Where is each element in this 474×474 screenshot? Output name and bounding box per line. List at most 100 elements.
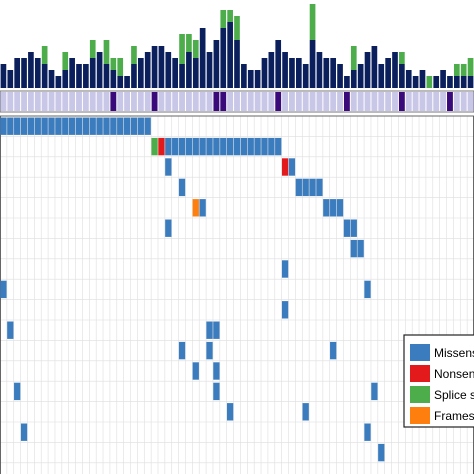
- track-cell: [323, 92, 330, 111]
- track-cell: [21, 92, 27, 111]
- mutation-cell-missense: [240, 137, 248, 156]
- mutation-cell-missense: [357, 239, 364, 258]
- mutation-cell-missense: [213, 137, 220, 156]
- burden-bar-green: [220, 10, 227, 28]
- burden-bar-dark: [275, 40, 282, 88]
- track-cell: [378, 92, 385, 111]
- burden-bar-green: [426, 76, 433, 88]
- mutation-cell-missense: [0, 280, 7, 299]
- burden-bar-dark: [289, 58, 295, 88]
- burden-bar-dark: [302, 64, 309, 88]
- burden-bar-dark: [309, 40, 316, 88]
- burden-bar-dark: [433, 76, 440, 88]
- legend-label-missense: Missense: [434, 346, 474, 360]
- mutation-cell-missense: [192, 362, 199, 380]
- burden-bar-dark: [213, 40, 220, 88]
- burden-bar-dark: [295, 58, 302, 88]
- burden-bar-dark: [41, 64, 48, 88]
- mutation-cell-missense: [192, 137, 199, 156]
- mutation-cell-missense: [20, 423, 28, 441]
- mutation-cell-missense: [68, 117, 76, 135]
- burden-bar-green: [131, 46, 137, 64]
- mutation-cell-missense: [82, 117, 90, 135]
- mutation-cell-missense: [281, 301, 289, 319]
- mutation-cell-missense: [14, 382, 21, 401]
- track-cell: [144, 92, 151, 111]
- mutation-cell-missense: [165, 158, 172, 176]
- mutation-cell-missense: [137, 117, 144, 135]
- legend-swatch-nonsense: [410, 365, 430, 382]
- burden-bar-dark: [0, 64, 7, 88]
- track-cell: [392, 92, 398, 111]
- mutation-cell-missense: [110, 117, 117, 135]
- burden-bar-dark: [412, 76, 419, 88]
- mutation-cell-missense: [48, 117, 55, 135]
- burden-bar-dark: [460, 76, 467, 88]
- burden-bar-dark: [453, 76, 460, 88]
- mutation-cell-missense: [350, 219, 357, 237]
- track-cell: [69, 92, 76, 111]
- mutation-cell-missense: [172, 137, 179, 156]
- track-cell: [405, 92, 412, 111]
- track-cell: [34, 92, 41, 111]
- legend-label-nonsense: Nonsense: [434, 367, 474, 381]
- track-cell: [309, 92, 316, 111]
- mutation-cell-missense: [0, 117, 7, 135]
- burden-bar-dark: [254, 70, 261, 88]
- track-cell: [76, 92, 82, 111]
- burden-bar-dark: [378, 64, 385, 88]
- track-cell: [247, 92, 254, 111]
- mutation-cell-missense: [144, 117, 151, 135]
- mutation-cell-missense: [130, 117, 138, 135]
- mutation-cell-missense: [55, 117, 62, 135]
- mutation-cell-missense: [178, 341, 186, 360]
- track-cell: [48, 92, 55, 111]
- track-cell: [295, 92, 302, 111]
- burden-bar-dark: [350, 70, 357, 88]
- track-cell-marked: [213, 92, 220, 111]
- burden-bar-green: [453, 64, 460, 76]
- burden-bar-dark: [55, 76, 62, 88]
- mutation-cell-missense: [206, 341, 213, 360]
- track-cell: [0, 92, 7, 111]
- burden-bar-dark: [385, 58, 391, 88]
- mutation-cell-missense: [378, 443, 385, 462]
- mutation-cell-missense: [330, 199, 337, 217]
- mutation-cell-frameshift: [192, 199, 199, 217]
- sample-annotation-track: [0, 90, 474, 113]
- burden-bar-dark: [83, 64, 89, 88]
- track-cell: [467, 92, 474, 111]
- grid-frame: [0, 115, 474, 474]
- burden-bar-dark: [137, 58, 144, 88]
- mutation-cell-missense: [213, 362, 220, 380]
- track-cell: [364, 92, 371, 111]
- mutation-cell-missense: [20, 117, 28, 135]
- track-cell: [357, 92, 364, 111]
- mutation-cells: [0, 117, 385, 462]
- mutation-cell-missense: [123, 117, 131, 135]
- mutation-cell-nonsense: [281, 158, 289, 176]
- burden-bar-green: [110, 58, 117, 70]
- burden-bar-green: [179, 34, 185, 64]
- mutation-cell-missense: [117, 117, 124, 135]
- mutation-cell-missense: [268, 137, 275, 156]
- mutation-cell-missense: [364, 280, 371, 299]
- mutation-cell-missense: [364, 423, 371, 441]
- mutation-cell-missense: [309, 178, 316, 197]
- burden-bar-dark: [158, 46, 165, 88]
- track-cell-marked: [151, 92, 158, 111]
- legend-swatch-frameshift: [410, 407, 430, 424]
- burden-bar-dark: [447, 76, 453, 88]
- burden-bar-dark: [440, 70, 446, 88]
- burden-bar-green: [192, 40, 199, 58]
- burden-bar-dark: [186, 52, 192, 88]
- burden-bar-dark: [330, 58, 337, 88]
- mutation-cell-nonsense: [158, 137, 165, 156]
- mutation-cell-missense: [103, 117, 110, 135]
- burden-bar-dark: [48, 70, 55, 88]
- legend-label-splice: Splice site: [434, 388, 474, 402]
- track-cell: [179, 92, 185, 111]
- mutation-cell-missense: [213, 382, 220, 401]
- mutation-cell-missense: [330, 341, 337, 360]
- track-cell: [158, 92, 165, 111]
